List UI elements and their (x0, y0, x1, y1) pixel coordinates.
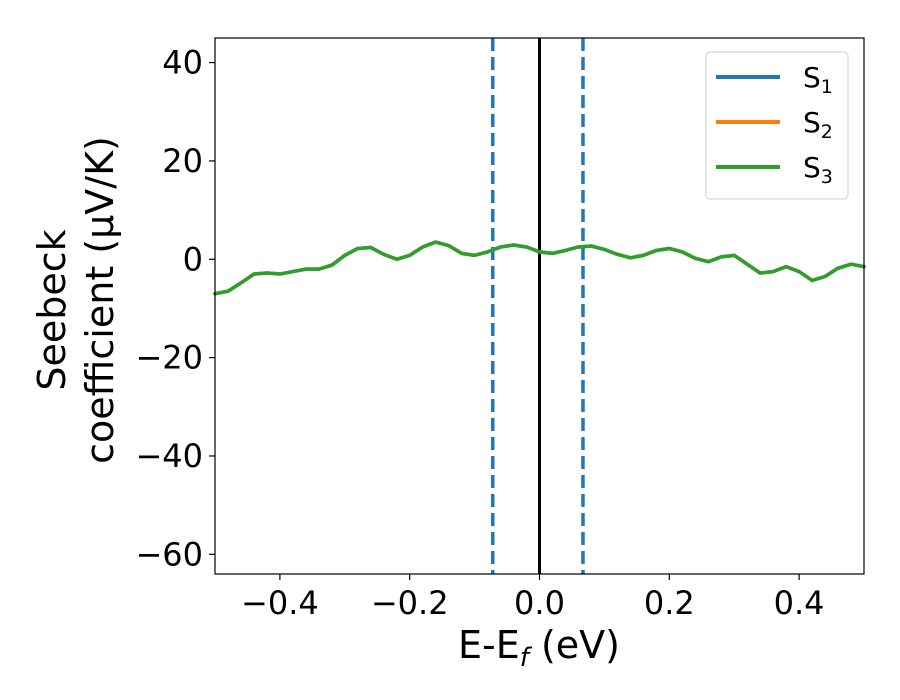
x-axis-title-main: E-E (458, 623, 520, 667)
x-tick-label: 0.2 (644, 584, 695, 622)
legend-label-s2: S2 (803, 106, 833, 143)
y-axis: 40 20 0 −20 −40 −60 (135, 44, 215, 573)
y-tick-label: −40 (135, 437, 203, 475)
x-axis: −0.4 −0.2 0.0 0.2 0.4 (241, 574, 825, 622)
x-axis-title: E-Ef (eV) (458, 623, 620, 673)
x-tick-label: 0.4 (774, 584, 825, 622)
legend-frame (705, 51, 849, 200)
x-tick-label: −0.4 (241, 584, 319, 622)
x-tick-label: −0.2 (371, 584, 449, 622)
legend-label-s3: S3 (803, 151, 833, 188)
y-tick-label: 0 (183, 240, 203, 278)
x-axis-title-unit: (eV) (529, 623, 620, 667)
y-tick-label: 20 (162, 142, 203, 180)
x-tick-label: 0.0 (514, 584, 565, 622)
legend: S1 S2 S3 (705, 51, 849, 200)
y-axis-title-line2: coefficient (μV/K) (78, 136, 122, 464)
y-axis-title-line1: Seebeck (30, 229, 74, 390)
y-tick-label: −20 (135, 339, 203, 377)
plot-area (213, 38, 866, 574)
y-tick-label: 40 (162, 44, 203, 82)
series-line-s3 (213, 240, 866, 296)
y-tick-label: −60 (135, 535, 203, 573)
legend-label-s1: S1 (803, 61, 833, 98)
